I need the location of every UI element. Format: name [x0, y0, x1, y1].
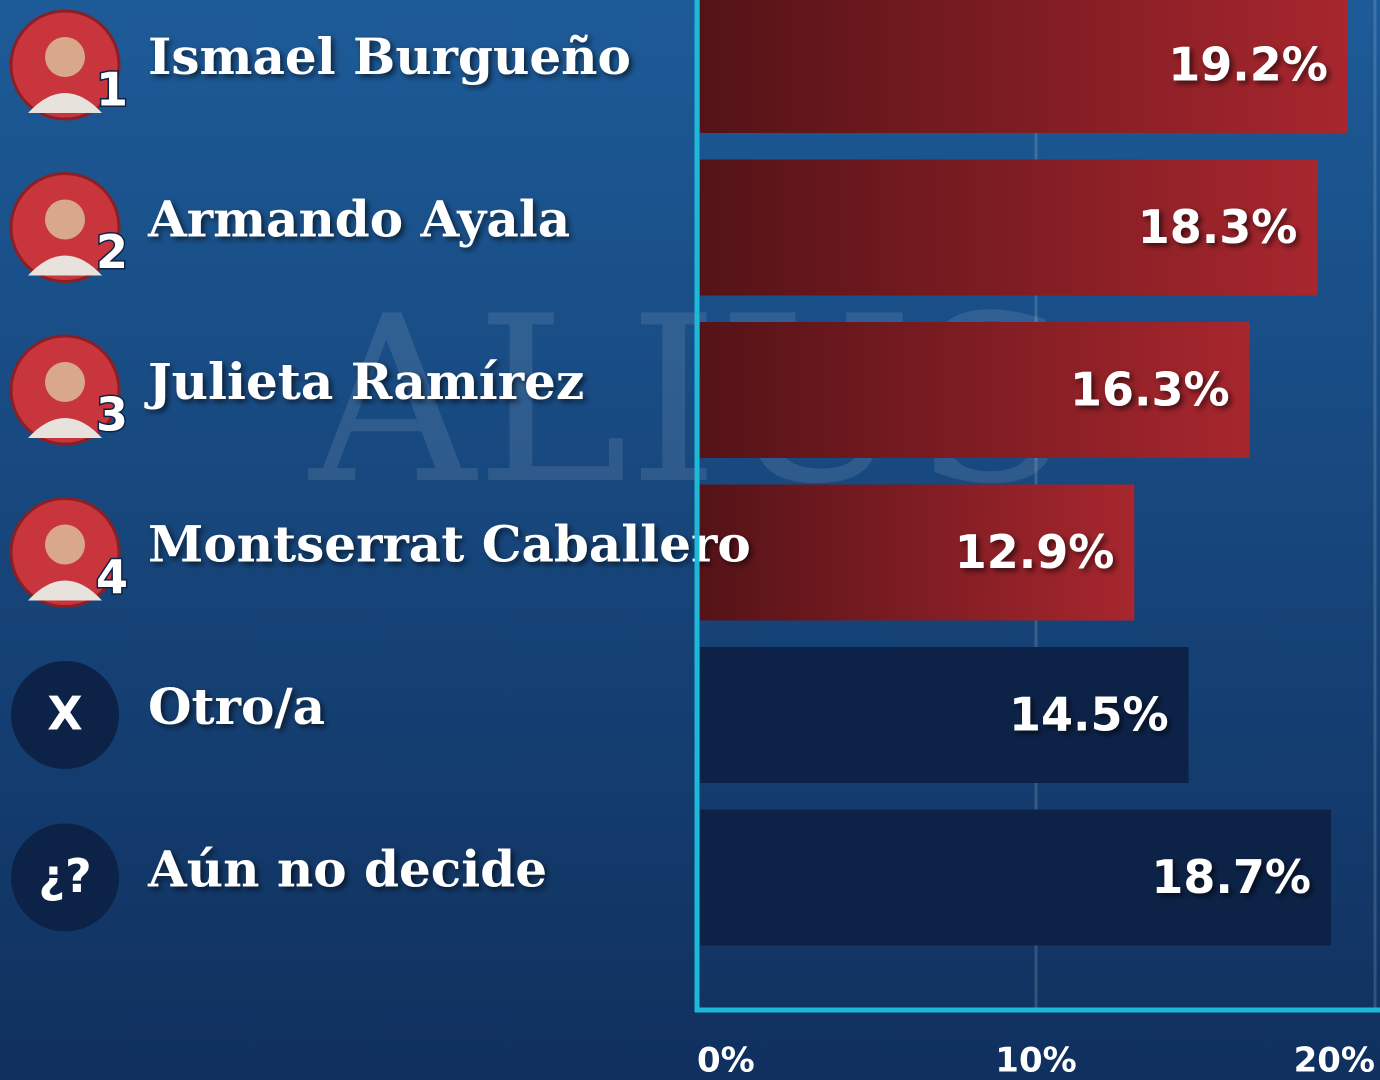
x-tick-label: 10% [995, 1041, 1076, 1080]
photo-head [45, 37, 85, 77]
photo-head [45, 200, 85, 240]
category-label: Otro/a [148, 677, 325, 736]
x-tick-label: 0% [697, 1041, 755, 1080]
value-label: 19.2% [1168, 38, 1328, 92]
value-label: 12.9% [955, 525, 1115, 579]
rank-badge: 3 [96, 388, 128, 442]
option-badge: X [47, 687, 82, 741]
option-badge: ¿? [38, 849, 91, 903]
category-label: Armando Ayala [147, 190, 570, 249]
photo-head [45, 362, 85, 402]
rank-badge: 4 [96, 550, 128, 604]
value-label: 18.7% [1151, 850, 1311, 904]
rank-badge: 1 [96, 63, 128, 117]
x-tick-label: 20% [1294, 1041, 1375, 1080]
rank-badge: 2 [96, 225, 128, 279]
value-label: 16.3% [1070, 363, 1230, 417]
category-label: Aún no decide [147, 840, 547, 899]
category-label: Julieta Ramírez [144, 352, 584, 411]
value-label: 18.3% [1138, 200, 1298, 254]
value-label: 14.5% [1009, 688, 1169, 742]
photo-head [45, 525, 85, 565]
category-label: Ismael Burgueño [148, 27, 631, 86]
category-label: Montserrat Caballero [148, 515, 751, 574]
chart: ALIUS 0%10%20%19.2%1Ismael Burgueño18.3%… [0, 0, 1380, 1080]
